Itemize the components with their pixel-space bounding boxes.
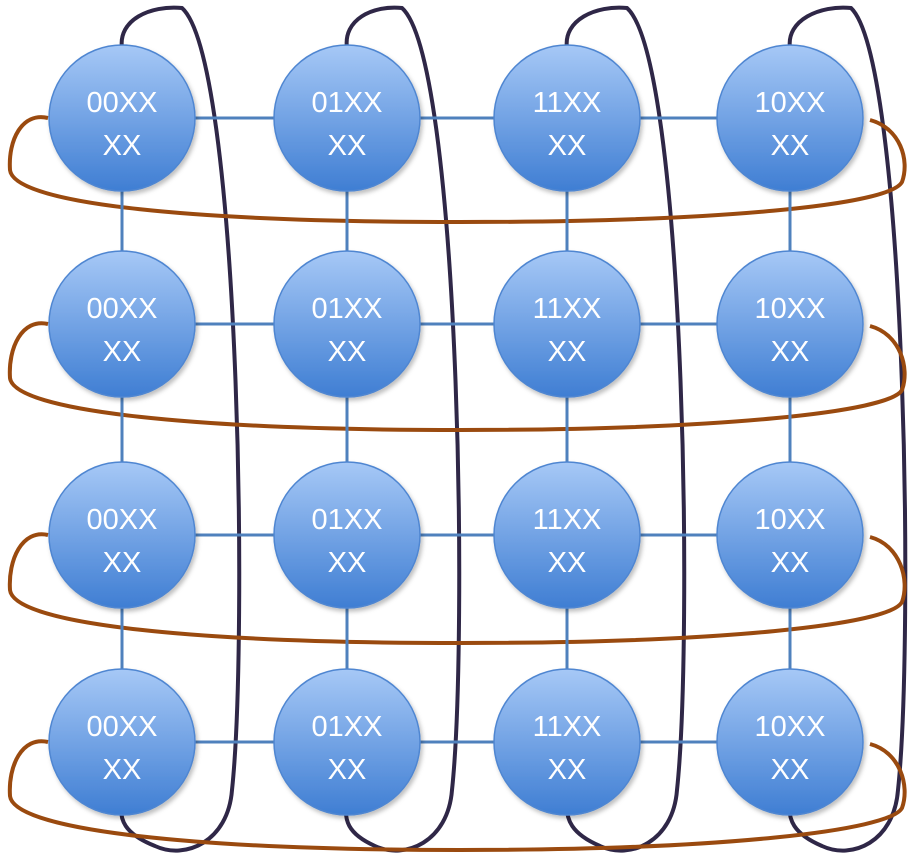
node-circle bbox=[716, 668, 864, 816]
row-wrap-link-2 bbox=[7, 532, 907, 646]
mesh-links bbox=[120, 116, 792, 744]
node-circle bbox=[493, 250, 641, 398]
node-label-line2: XX bbox=[548, 336, 587, 368]
node-label-line1: 00XX bbox=[87, 293, 158, 325]
column-wrap-link-1 bbox=[343, 5, 462, 853]
node-circle bbox=[273, 44, 421, 192]
node-label-line2: XX bbox=[771, 336, 810, 368]
node-circle bbox=[273, 461, 421, 609]
node-label-line1: 11XX bbox=[533, 293, 602, 325]
node-circle bbox=[493, 44, 641, 192]
node-label-line2: XX bbox=[103, 754, 142, 786]
node-label-line2: XX bbox=[548, 547, 587, 579]
node-label-line1: 01XX bbox=[312, 293, 383, 325]
node-label-line1: 11XX bbox=[533, 711, 602, 743]
node-r0c1: 01XX XX bbox=[273, 44, 421, 192]
node-circle bbox=[493, 668, 641, 816]
node-circle bbox=[273, 668, 421, 816]
node-label-line1: 10XX bbox=[755, 87, 826, 119]
node-r2c0: 00XX XX bbox=[48, 461, 196, 609]
node-label-line2: XX bbox=[548, 754, 587, 786]
node-label-line2: XX bbox=[771, 754, 810, 786]
node-label-line2: XX bbox=[548, 130, 587, 162]
row-wrap-link-1 bbox=[7, 321, 907, 433]
node-label-line1: 01XX bbox=[312, 87, 383, 119]
node-circle bbox=[716, 44, 864, 192]
node-label-line1: 00XX bbox=[87, 711, 158, 743]
row-wrap-link-3 bbox=[7, 739, 907, 853]
node-r2c3: 10XX XX bbox=[716, 461, 864, 609]
node-r0c0: 00XX XX bbox=[48, 44, 196, 192]
node-circle bbox=[48, 44, 196, 192]
node-label-line1: 11XX bbox=[533, 504, 602, 536]
node-r1c1: 01XX XX bbox=[273, 250, 421, 398]
column-wrap-link-0 bbox=[119, 5, 242, 853]
node-label-line2: XX bbox=[103, 336, 142, 368]
row-wrap-link-0 bbox=[7, 115, 907, 225]
node-label-line2: XX bbox=[328, 547, 367, 579]
node-label-line2: XX bbox=[328, 130, 367, 162]
node-label-line2: XX bbox=[771, 547, 810, 579]
node-r1c2: 11XX XX bbox=[493, 250, 641, 398]
node-r2c2: 11XX XX bbox=[493, 461, 641, 609]
nodes: 00XXXX01XXXX11XXXX10XXXX00XXXX01XXXX11XX… bbox=[48, 44, 864, 816]
node-label-line2: XX bbox=[771, 130, 810, 162]
node-r3c2: 11XX XX bbox=[493, 668, 641, 816]
node-label-line1: 01XX bbox=[312, 504, 383, 536]
node-label-line1: 10XX bbox=[755, 293, 826, 325]
row-wrap-links bbox=[7, 115, 907, 853]
node-label-line1: 01XX bbox=[312, 711, 383, 743]
node-label-line2: XX bbox=[103, 130, 142, 162]
node-label-line1: 10XX bbox=[755, 504, 826, 536]
node-r0c3: 10XX XX bbox=[716, 44, 864, 192]
node-label-line1: 00XX bbox=[87, 504, 158, 536]
node-circle bbox=[273, 250, 421, 398]
node-r3c3: 10XX XX bbox=[716, 668, 864, 816]
node-label-line2: XX bbox=[328, 336, 367, 368]
node-label-line2: XX bbox=[103, 547, 142, 579]
node-label-line1: 11XX bbox=[533, 87, 602, 119]
node-r3c0: 00XX XX bbox=[48, 668, 196, 816]
node-r1c0: 00XX XX bbox=[48, 250, 196, 398]
node-circle bbox=[716, 461, 864, 609]
node-label-line1: 00XX bbox=[87, 87, 158, 119]
column-wrap-link-2 bbox=[564, 5, 687, 853]
node-r1c3: 10XX XX bbox=[716, 250, 864, 398]
node-label-line2: XX bbox=[328, 754, 367, 786]
node-label-line1: 10XX bbox=[755, 711, 826, 743]
node-r3c1: 01XX XX bbox=[273, 668, 421, 816]
node-circle bbox=[48, 250, 196, 398]
node-circle bbox=[716, 250, 864, 398]
node-circle bbox=[48, 668, 196, 816]
node-circle bbox=[493, 461, 641, 609]
node-circle bbox=[48, 461, 196, 609]
node-r0c2: 11XX XX bbox=[493, 44, 641, 192]
node-r2c1: 01XX XX bbox=[273, 461, 421, 609]
